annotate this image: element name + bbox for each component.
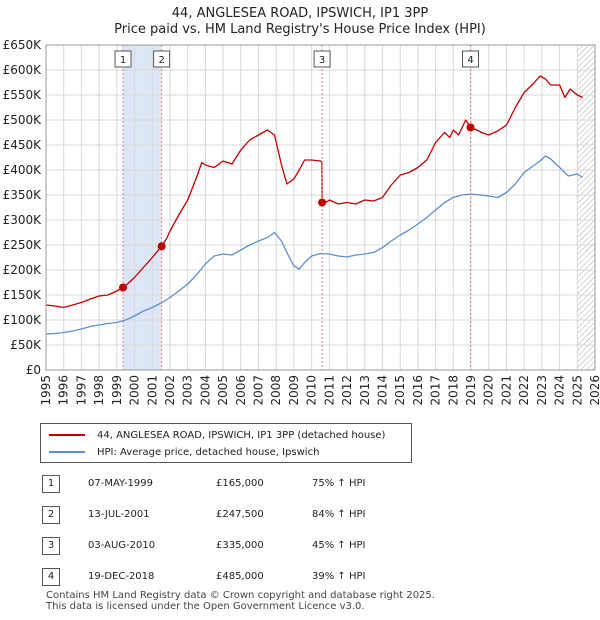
legend-swatch-hpi [49,451,85,453]
y-tick-label: £650K [3,38,43,52]
sale-row: 1 07-MAY-1999 £165,000 75% ↑ HPI [42,472,562,503]
x-tick-label: 1997 [74,375,88,406]
footer-line: This data is licensed under the Open Gov… [46,601,365,612]
legend-swatch-property [49,434,85,436]
y-tick-label: £550K [3,88,43,102]
sale-label: 4 [467,55,473,66]
sale-label-box [153,50,171,68]
sale-number-badge: 4 [42,568,60,586]
x-tick-label: 2009 [287,375,301,406]
y-tick-label: £350K [3,188,43,202]
sale-price: £165,000 [216,478,264,489]
y-tick-label: £200K [3,263,43,277]
sale-date: 13-JUL-2001 [88,509,150,520]
y-tick-label: £600K [3,63,43,77]
sale-hpi-diff: 45% ↑ HPI [312,540,366,551]
sale-date: 07-MAY-1999 [88,478,154,489]
x-tick-label: 2020 [482,375,496,406]
legend-item-property: 44, ANGLESEA ROAD, IPSWICH, IP1 3PP (det… [49,427,385,443]
plot-frame [45,44,596,371]
x-tick-label: 2007 [252,375,266,406]
price-chart: 1 2 3 4 £0 £50K £100K £150K £200K £250K £300K £350… [3,38,600,406]
sale-label: 2 [158,55,164,66]
sale-number-badge: 3 [42,537,60,555]
x-tick-label: 2017 [429,375,443,406]
x-tick-label: 2014 [375,375,389,406]
x-tick-label: 1999 [110,375,124,406]
x-tick-label: 2001 [145,375,159,406]
sale-hpi-diff: 75% ↑ HPI [312,478,366,489]
x-tick-label: 2026 [588,375,600,406]
x-tick-label: 1998 [92,375,106,406]
y-tick-label: £0 [26,363,41,377]
y-tick-label: £400K [3,163,43,177]
x-tick-label: 2002 [163,375,177,406]
x-tick-label: 2022 [517,375,531,406]
sale-row: 4 19-DEC-2018 £485,000 39% ↑ HPI [42,565,562,596]
sale-row: 3 03-AUG-2010 £335,000 45% ↑ HPI [42,534,562,565]
sales-table: 1 07-MAY-1999 £165,000 75% ↑ HPI 2 13-JU… [42,472,562,596]
sale-price: £247,500 [216,509,264,520]
sale-label-box [462,50,480,68]
x-tick-label: 2023 [535,375,549,406]
sale-point [157,242,166,251]
x-tick-label: 1995 [39,375,53,406]
x-tick-label: 2008 [269,375,283,406]
sale-label-box [114,50,132,68]
y-tick-label: £100K [3,313,43,327]
x-tick-label: 2025 [570,375,584,406]
hpi-line [45,155,583,335]
y-tick-label: £50K [10,338,42,352]
sale-row: 2 13-JUL-2001 £247,500 84% ↑ HPI [42,503,562,534]
x-tick-label: 2013 [358,375,372,406]
sale-number-badge: 2 [42,506,60,524]
sale-point [318,198,327,207]
sale-label: 1 [120,55,126,66]
footer-line: Contains HM Land Registry data © Crown c… [46,590,435,601]
y-tick-label: £450K [3,138,43,152]
highlight-band [123,45,162,370]
legend-label-hpi: HPI: Average price, detached house, Ipsw… [97,446,320,458]
x-tick-label: 2018 [446,375,460,406]
x-tick-label: 2000 [128,375,142,406]
x-tick-label: 2019 [464,375,478,406]
sale-label-box [313,50,331,68]
sale-hpi-diff: 84% ↑ HPI [312,509,366,520]
future-hatch-area [577,45,595,370]
x-tick-label: 2016 [411,375,425,406]
y-tick-label: £150K [3,288,43,302]
x-tick-label: 1996 [57,375,71,406]
sale-number-badge: 1 [42,475,60,493]
sale-point [119,283,128,292]
legend: 44, ANGLESEA ROAD, IPSWICH, IP1 3PP (det… [40,423,412,463]
y-tick-label: £500K [3,113,43,127]
legend-item-hpi: HPI: Average price, detached house, Ipsw… [49,444,319,460]
legend-label-property: 44, ANGLESEA ROAD, IPSWICH, IP1 3PP (det… [97,429,386,441]
x-tick-label: 2010 [305,375,319,406]
y-tick-label: £300K [3,213,43,227]
sale-date: 19-DEC-2018 [88,571,155,582]
y-tick-label: £250K [3,238,43,252]
x-tick-label: 2006 [234,375,248,406]
sale-point [466,123,475,132]
x-tick-label: 2011 [322,375,336,406]
x-tick-label: 2004 [198,375,212,406]
sale-price: £335,000 [216,540,264,551]
x-tick-label: 2015 [393,375,407,406]
sale-label: 3 [319,55,325,66]
sale-hpi-diff: 39% ↑ HPI [312,571,366,582]
x-tick-label: 2021 [499,375,513,406]
x-tick-label: 2012 [340,375,354,406]
footer-attribution: Contains HM Land Registry data © Crown c… [46,590,435,612]
x-tick-label: 2024 [553,375,567,406]
sale-price: £485,000 [216,571,264,582]
chart-title: 44, ANGLESEA ROAD, IPSWICH, IP1 3PP [171,6,429,21]
chart-subtitle: Price paid vs. HM Land Registry's House … [114,22,486,37]
x-tick-label: 2005 [216,375,230,406]
sale-date: 03-AUG-2010 [88,540,156,551]
x-tick-label: 2003 [181,375,195,406]
